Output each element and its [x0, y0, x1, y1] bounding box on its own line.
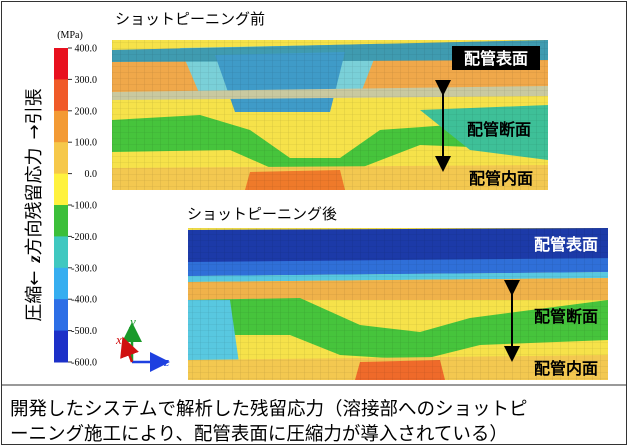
colorbar-unit: (MPa) [57, 30, 83, 41]
axis-x: x [115, 332, 122, 347]
colorbar-label: -500.0 [71, 326, 97, 337]
colorbar-band [54, 205, 68, 237]
colorbar-band [54, 331, 68, 363]
axis-y: y [128, 314, 136, 329]
colorbar-label: 0.0 [85, 169, 98, 180]
colorbar-band [54, 48, 68, 80]
colorbar-title: 圧縮←z方向残留応力→引張 [24, 88, 45, 321]
caption-line: 開発したシステムで解析した残留応力（溶接部へのショットピ [10, 399, 527, 420]
colorbar-band [54, 299, 68, 331]
colorbar-label: 100.0 [75, 138, 98, 149]
surface-label: 配管表面 [464, 49, 528, 68]
panel-title: ショットピーニング前 [115, 10, 265, 28]
colorbar-label: -100.0 [71, 201, 97, 212]
colorbar-band [54, 111, 68, 143]
colorbar-band [54, 142, 68, 174]
colorbar-label: 200.0 [75, 106, 98, 117]
panel-title: ショットピーニング後 [187, 205, 337, 223]
section-label: 配管断面 [534, 307, 598, 326]
figure: 圧縮←z方向残留応力→引張 (MPa) 400.0 300.0 200.0 100.0… [0, 0, 628, 446]
colorbar-label: -200.0 [71, 232, 97, 243]
section-label: 配管断面 [467, 120, 531, 139]
colorbar-label: 400.0 [75, 44, 98, 55]
axis-z: z [163, 354, 169, 369]
colorbar-label: 300.0 [75, 75, 98, 86]
colorbar-band [54, 268, 68, 300]
colorbar-band [54, 236, 68, 268]
caption-line: ーニング施工により、配管表面に圧縮力が導入されている） [10, 424, 508, 445]
colorbar-band [54, 79, 68, 111]
colorbar-label: -600.0 [71, 358, 97, 369]
colorbar-band [54, 174, 68, 206]
surface-label: 配管表面 [534, 235, 598, 254]
inner-label: 配管内面 [534, 359, 598, 378]
colorbar-label: -400.0 [71, 295, 97, 306]
colorbar-label: -300.0 [71, 263, 97, 274]
inner-label: 配管内面 [469, 169, 533, 188]
